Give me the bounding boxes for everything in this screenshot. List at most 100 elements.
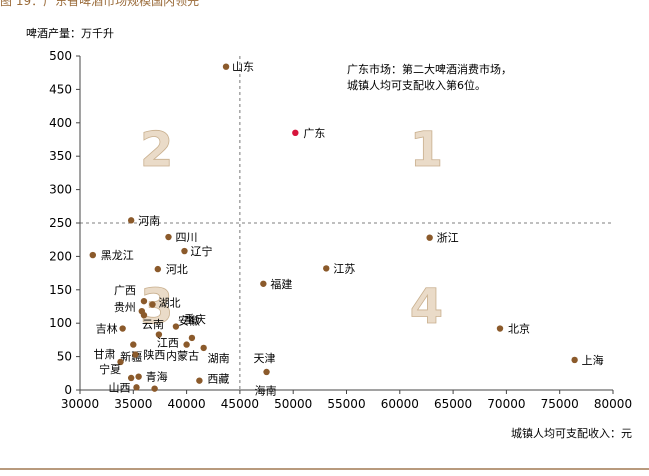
y-tick-label: 50 (57, 350, 72, 364)
data-point-青海: 青海 (135, 370, 168, 384)
point-label: 安徽 (178, 314, 200, 328)
point-marker (426, 234, 433, 241)
point-marker (151, 385, 158, 392)
data-point-辽宁: 辽宁 (181, 244, 212, 258)
x-tick-label: 35000 (114, 397, 152, 411)
figure-caption: 图 19：广东省啤酒市场规模国内领先 (0, 0, 200, 8)
x-tick-label: 75000 (541, 397, 579, 411)
x-tick-label: 65000 (434, 397, 472, 411)
point-label: 河北 (166, 263, 188, 276)
data-point-山东: 山东 (222, 61, 254, 74)
point-marker (222, 63, 230, 70)
point-label: 贵州 (114, 301, 136, 314)
point-label: 河南 (138, 214, 160, 227)
quadrant-label-2: 2 (140, 122, 173, 178)
point-label: 浙江 (437, 232, 459, 245)
data-point-甘肃: 甘肃 (94, 348, 124, 366)
point-marker (188, 334, 196, 342)
annotation: 广东市场：第二大啤酒消费市场， 城镇人均可支配收入第6位。 (347, 62, 512, 92)
point-label: 江西 (157, 337, 179, 350)
point-marker (200, 344, 207, 352)
y-tick-label: 450 (49, 82, 72, 96)
x-tick-label: 55000 (327, 397, 365, 411)
point-marker (172, 323, 180, 330)
point-marker (260, 280, 267, 287)
point-marker (133, 384, 140, 391)
x-tick-label: 45000 (221, 397, 259, 411)
data-point-江西: 江西 (155, 331, 179, 350)
data-point-西藏: 西藏 (196, 373, 229, 386)
point-label: 吉林 (96, 322, 118, 336)
point-label: 上海 (582, 353, 604, 367)
data-point-浙江: 浙江 (426, 232, 459, 245)
point-marker (127, 374, 135, 382)
point-marker (132, 351, 139, 358)
point-label: 陕西 (143, 348, 165, 362)
point-label: 云南 (142, 318, 164, 331)
y-tick-label: 400 (49, 116, 72, 130)
data-point-上海: 上海 (571, 353, 604, 367)
quadrant-label-3: 3 (140, 279, 173, 335)
data-point-山西: 山西 (108, 381, 140, 394)
point-label: 湖北 (158, 296, 180, 309)
point-marker (165, 233, 172, 241)
point-label: 海南 (255, 384, 277, 398)
bottom-rule (0, 468, 649, 470)
quadrant-label-1: 1 (410, 122, 443, 178)
x-axis-label: 城镇人均可支配收入：元 (511, 426, 632, 440)
point-marker (130, 341, 137, 348)
point-label: 广东 (303, 127, 325, 140)
point-label: 重庆 (184, 312, 206, 326)
x-tick-label: 50000 (274, 397, 312, 411)
data-point-福建: 福建 (260, 277, 292, 291)
point-marker (183, 341, 190, 348)
point-label: 宁夏 (99, 362, 121, 376)
point-label: 辽宁 (190, 244, 212, 258)
point-label: 福建 (270, 277, 292, 291)
data-point-湖南: 湖南 (200, 344, 230, 365)
point-marker (135, 373, 142, 380)
point-label: 北京 (508, 322, 530, 336)
data-point-吉林: 吉林 (96, 322, 126, 336)
point-label: 青海 (146, 370, 168, 384)
point-label: 内蒙古 (166, 349, 199, 363)
point-marker (196, 377, 203, 384)
point-label: 江苏 (333, 262, 355, 275)
point-label: 山西 (108, 381, 130, 394)
y-tick-label: 100 (49, 316, 72, 330)
data-point-重庆: 重庆 (184, 312, 206, 342)
annotation-line-2: 城镇人均可支配收入第6位。 (347, 78, 486, 92)
point-label: 广西 (114, 284, 136, 297)
annotation-line-1: 广东市场：第二大啤酒消费市场， (347, 62, 512, 76)
point-marker (571, 356, 578, 364)
point-marker (127, 217, 135, 224)
data-point-广东: 广东 (292, 127, 325, 140)
point-marker (154, 265, 162, 273)
data-point-江苏: 江苏 (323, 262, 355, 275)
y-axis-label: 啤酒产量：万千升 (26, 26, 114, 40)
x-tick-label: 30000 (61, 397, 99, 411)
data-point-广西: 广西 (114, 284, 148, 305)
point-marker (149, 301, 156, 308)
y-tick-label: 300 (49, 183, 72, 197)
point-marker (119, 325, 126, 332)
y-tick-label: 200 (49, 249, 72, 263)
point-label: 西藏 (207, 373, 229, 386)
x-tick-label: 40000 (168, 397, 206, 411)
point-marker (292, 129, 299, 137)
point-label: 天津 (254, 352, 276, 365)
data-point-内蒙古: 内蒙古 (166, 341, 199, 363)
point-marker (263, 368, 270, 376)
data-point-河北: 河北 (154, 263, 188, 276)
y-tick-label: 0 (64, 383, 72, 397)
point-marker (89, 251, 96, 259)
point-label: 甘肃 (94, 348, 116, 361)
data-point-陕西: 陕西 (132, 348, 165, 362)
point-label: 山东 (232, 61, 254, 74)
data-point-海南: 海南 (151, 384, 277, 398)
data-point-湖北: 湖北 (149, 296, 180, 309)
point-label: 四川 (175, 231, 197, 244)
y-tick-label: 500 (49, 49, 72, 63)
y-tick-label: 150 (49, 283, 72, 297)
